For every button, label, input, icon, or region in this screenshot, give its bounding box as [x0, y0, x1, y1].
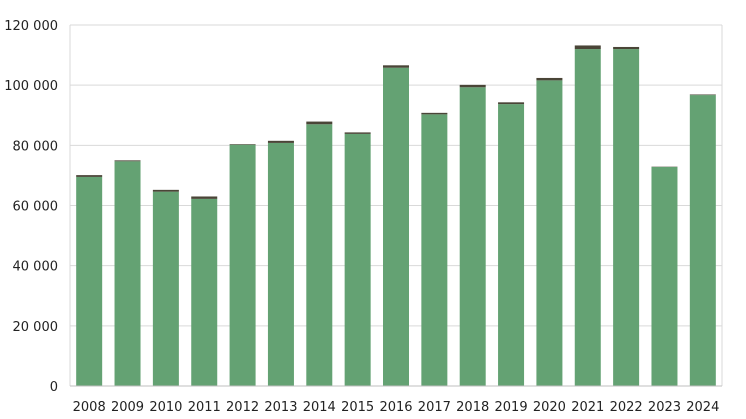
x-tick-label: 2008: [73, 400, 106, 415]
bar-segment: [613, 46, 640, 50]
bar-segment: [498, 102, 525, 105]
y-tick-label: 120 000: [4, 19, 58, 34]
x-tick-label: 2013: [264, 400, 297, 415]
bar-segment: [421, 114, 448, 386]
x-tick-label: 2019: [495, 400, 528, 415]
x-tick-label: 2015: [341, 400, 374, 415]
bar-segment: [76, 176, 103, 386]
bar-segment: [536, 80, 563, 386]
bar-segment: [689, 95, 716, 386]
x-tick-label: 2012: [226, 400, 259, 415]
bar-segment: [152, 189, 179, 192]
bar-segment: [76, 175, 103, 177]
bar-segment: [574, 49, 601, 387]
y-tick-label: 0: [50, 380, 58, 395]
x-tick-label: 2023: [648, 400, 681, 415]
bar-segment: [344, 132, 371, 134]
bar-segment: [114, 161, 141, 386]
bar-segment: [306, 121, 333, 125]
bar-segment: [536, 77, 563, 81]
x-tick-label: 2010: [149, 400, 182, 415]
x-tick-label: 2017: [418, 400, 451, 415]
bar-segment: [459, 87, 486, 387]
plot-frame: [69, 25, 723, 387]
y-tick-label: 20 000: [13, 320, 59, 335]
x-tick-label: 2018: [456, 400, 489, 415]
bar-segment: [229, 144, 256, 145]
y-axis-ticks: 0 20 000 40 000 60 000 80 000 100 000 120 000: [4, 19, 58, 395]
bar-segment: [574, 45, 601, 50]
y-tick-label: 80 000: [13, 139, 59, 154]
x-tick-label: 2011: [188, 400, 221, 415]
bar-segment: [306, 124, 333, 387]
bar-segment: [114, 160, 141, 162]
bar-segment: [152, 191, 179, 386]
bar-segment: [651, 166, 678, 386]
x-tick-label: 2021: [571, 400, 604, 415]
bar-segment: [613, 49, 640, 387]
bar-segment: [344, 133, 371, 386]
bar-segment: [229, 144, 256, 386]
y-tick-label: 60 000: [13, 200, 59, 215]
y-tick-label: 100 000: [4, 79, 58, 94]
x-tick-label: 2024: [686, 400, 719, 415]
x-tick-label: 2016: [379, 400, 412, 415]
bar-segment: [191, 196, 218, 199]
x-tick-label: 2022: [610, 400, 643, 415]
x-tick-label: 2020: [533, 400, 566, 415]
x-tick-label: 2009: [111, 400, 144, 415]
bar-segment: [383, 65, 409, 68]
bar-segment: [383, 67, 409, 387]
bar-segment: [689, 94, 716, 96]
bar-segment: [267, 140, 294, 143]
x-tick-label: 2014: [303, 400, 336, 415]
bar-segment: [459, 84, 486, 88]
y-tick-label: 40 000: [13, 260, 59, 275]
bar-segment: [421, 112, 448, 115]
bars: [76, 45, 716, 387]
bar-segment: [267, 142, 294, 386]
x-axis-ticks: 2008 2009 2010 2011 2012 2013 2014 2015 2016 2017…: [73, 400, 720, 415]
bar-segment: [498, 104, 525, 386]
bar-segment: [191, 198, 218, 386]
